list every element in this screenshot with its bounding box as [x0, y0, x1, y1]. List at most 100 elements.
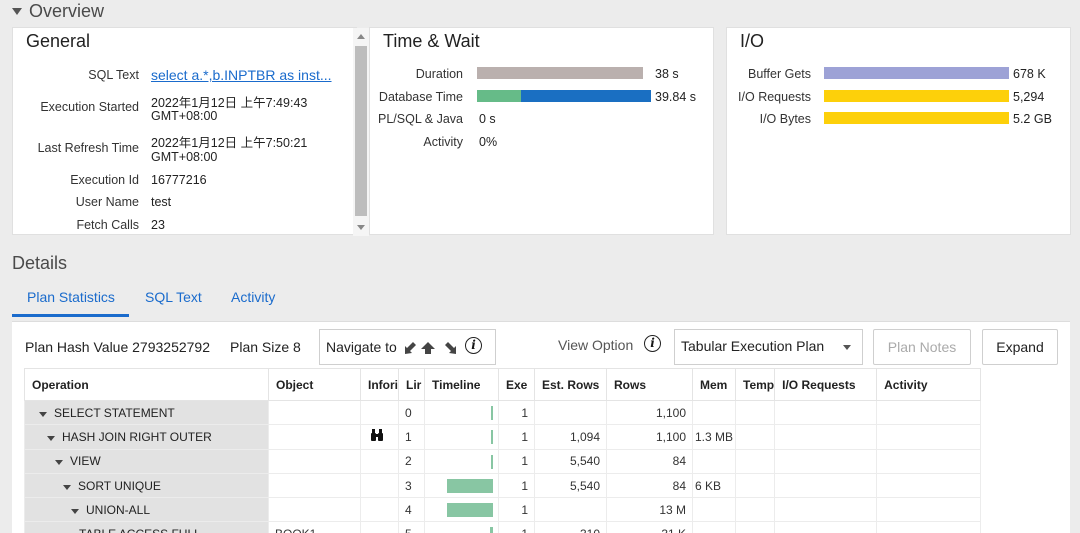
information-cell[interactable]: [360, 424, 399, 450]
plan-table: Operation Object Infori Lir Timeline Exe…: [24, 368, 982, 533]
last-refresh-value: 2022年1月12日 上午7:50:21: [151, 136, 308, 150]
col-timeline[interactable]: Timeline: [424, 368, 499, 401]
binoculars-icon[interactable]: [371, 429, 383, 442]
navigate-info-icon[interactable]: i: [465, 337, 482, 354]
rows-cell: 13 M: [606, 497, 693, 523]
est-rows-cell: 310: [534, 521, 607, 533]
timeline-cell: [424, 521, 499, 533]
database-time-bar-wait: [521, 90, 651, 102]
scroll-thumb[interactable]: [355, 46, 367, 216]
execution-started-tz: GMT+08:00: [151, 109, 218, 123]
table-row[interactable]: SORT UNIQUE 3 1 5,540 84 6 KB: [24, 472, 982, 499]
col-line[interactable]: Lir: [398, 368, 425, 401]
tab-sql-text[interactable]: SQL Text: [145, 289, 202, 305]
overview-header[interactable]: Overview: [12, 1, 104, 22]
navigate-arrows-icon[interactable]: [404, 341, 458, 355]
view-option-select[interactable]: Tabular Execution Plan: [674, 329, 863, 365]
activity-cell: [876, 399, 982, 426]
information-cell[interactable]: [360, 521, 399, 533]
operation-name: SELECT STATEMENT: [54, 405, 175, 420]
io-requests-cell: [774, 521, 878, 533]
col-temp[interactable]: Temp: [735, 368, 776, 401]
col-object[interactable]: Object: [268, 368, 361, 401]
general-scrollbar[interactable]: [353, 28, 369, 236]
operation-name: TABLE ACCESS FULL: [79, 527, 201, 533]
col-memory[interactable]: Mem: [691, 368, 737, 401]
duration-value: 38 s: [655, 67, 679, 81]
buffer-gets-value: 678 K: [1013, 67, 1046, 81]
scroll-up-icon[interactable]: [357, 34, 365, 39]
io-requests-cell: [774, 448, 878, 474]
operation-name: HASH JOIN RIGHT OUTER: [62, 429, 212, 444]
operation-cell[interactable]: HASH JOIN RIGHT OUTER: [24, 424, 269, 450]
activity-cell: [876, 424, 982, 450]
operation-cell[interactable]: TABLE ACCESS FULL: [24, 521, 269, 533]
col-operation[interactable]: Operation: [24, 368, 269, 401]
expand-triangle-icon[interactable]: [71, 508, 79, 514]
dropdown-chevron-icon[interactable]: [843, 345, 851, 350]
collapse-triangle-icon[interactable]: [12, 8, 22, 15]
table-row[interactable]: TABLE ACCESS FULL BOOK1 5 131031 K: [24, 521, 982, 533]
duration-label: Duration: [415, 67, 463, 81]
io-bytes-label: I/O Bytes: [759, 112, 811, 126]
object-cell: [268, 424, 361, 450]
tab-activity[interactable]: Activity: [231, 289, 276, 305]
database-time-label: Database Time: [378, 90, 463, 104]
execution-started-label: Execution Started: [40, 100, 139, 114]
operation-name: UNION-ALL: [86, 502, 151, 517]
io-card: I/O Buffer Gets 678 K I/O Requests 5,294…: [726, 27, 1071, 235]
operation-cell[interactable]: SORT UNIQUE: [24, 472, 269, 499]
col-information[interactable]: Infori: [360, 368, 399, 401]
rows-cell: 84: [606, 472, 693, 499]
rows-cell: 31 K: [606, 521, 693, 533]
information-cell[interactable]: [360, 399, 399, 426]
table-row[interactable]: UNION-ALL 4 1 13 M: [24, 497, 982, 523]
operation-cell[interactable]: VIEW: [24, 448, 269, 474]
view-option-info-icon[interactable]: i: [644, 335, 661, 352]
information-cell[interactable]: [360, 448, 399, 474]
rows-cell: 84: [606, 448, 693, 474]
io-bytes-bar: [824, 112, 1009, 124]
io-requests-value: 5,294: [1013, 90, 1045, 104]
operation-name: SORT UNIQUE: [78, 478, 161, 493]
operation-cell[interactable]: UNION-ALL: [24, 497, 269, 523]
timeline-cell: [424, 424, 499, 450]
operation-cell[interactable]: SELECT STATEMENT: [24, 399, 269, 426]
expand-triangle-icon[interactable]: [63, 484, 71, 490]
execution-started-value: 2022年1月12日 上午7:49:43: [151, 96, 308, 110]
col-io-requests[interactable]: I/O Requests: [774, 368, 878, 401]
timeline-bar: [446, 503, 493, 518]
information-cell[interactable]: [360, 497, 399, 523]
expand-triangle-icon[interactable]: [47, 435, 55, 441]
temp-cell: [735, 399, 776, 426]
line-cell: 2: [398, 448, 425, 474]
sql-text-link[interactable]: select a.*,b.INPTBR as inst...: [151, 67, 332, 83]
timeline-bar: [489, 527, 493, 533]
table-row[interactable]: HASH JOIN RIGHT OUTER 1 1 1,094 1,100 1.3 MB: [24, 424, 982, 450]
executions-cell: 1: [498, 521, 535, 533]
io-requests-cell: [774, 497, 878, 523]
col-executions[interactable]: Exe: [498, 368, 535, 401]
est-rows-cell: 1,094: [534, 424, 607, 450]
col-rows[interactable]: Rows: [606, 368, 693, 401]
io-requests-cell: [774, 472, 878, 499]
information-cell[interactable]: [360, 472, 399, 499]
table-row[interactable]: VIEW 2 1 5,540 84: [24, 448, 982, 474]
line-cell: 4: [398, 497, 425, 523]
table-row[interactable]: SELECT STATEMENT 0 1 1,100: [24, 399, 982, 426]
timeline-bar: [446, 478, 493, 493]
plan-notes-button[interactable]: Plan Notes: [873, 329, 971, 365]
memory-cell: [691, 521, 737, 533]
expand-triangle-icon[interactable]: [39, 411, 47, 417]
scroll-down-icon[interactable]: [357, 225, 365, 230]
general-card: General SQL Text select a.*,b.INPTBR as …: [12, 27, 369, 236]
col-activity[interactable]: Activity: [876, 368, 982, 401]
expand-button[interactable]: Expand: [982, 329, 1058, 365]
activity-cell: [876, 472, 982, 499]
col-est-rows[interactable]: Est. Rows: [534, 368, 607, 401]
plan-hash-value: Plan Hash Value 2793252792: [25, 339, 211, 355]
expand-triangle-icon[interactable]: [55, 460, 63, 466]
tab-plan-statistics[interactable]: Plan Statistics: [27, 289, 115, 305]
est-rows-cell: 5,540: [534, 472, 607, 499]
memory-cell: [691, 399, 737, 426]
